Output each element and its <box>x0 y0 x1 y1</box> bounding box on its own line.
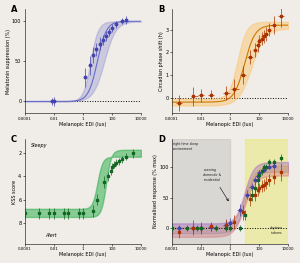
Bar <box>172 139 230 244</box>
Text: A: A <box>11 5 17 14</box>
X-axis label: Melanopic EDI (lux): Melanopic EDI (lux) <box>206 252 254 257</box>
Y-axis label: Circadian phase shift (h): Circadian phase shift (h) <box>159 32 164 91</box>
X-axis label: Melanopic EDI (lux): Melanopic EDI (lux) <box>59 252 106 257</box>
Text: evening
domestic &
residential: evening domestic & residential <box>203 168 228 201</box>
Text: C: C <box>11 135 17 144</box>
Y-axis label: Normalised response (% max): Normalised response (% max) <box>153 155 158 228</box>
Text: D: D <box>158 135 165 144</box>
X-axis label: Melanopic EDI (lux): Melanopic EDI (lux) <box>59 122 106 127</box>
Text: daytime
indoors: daytime indoors <box>270 226 283 235</box>
Text: Sleepy: Sleepy <box>31 143 47 148</box>
Y-axis label: Melatonin suppression (%): Melatonin suppression (%) <box>6 29 10 94</box>
X-axis label: Melanopic EDI (lux): Melanopic EDI (lux) <box>206 122 254 127</box>
Y-axis label: KSS score: KSS score <box>12 179 17 204</box>
Text: B: B <box>158 5 164 14</box>
Text: Alert: Alert <box>46 233 57 238</box>
Bar <box>244 139 288 244</box>
Text: right time sleep
environment: right time sleep environment <box>173 143 198 151</box>
